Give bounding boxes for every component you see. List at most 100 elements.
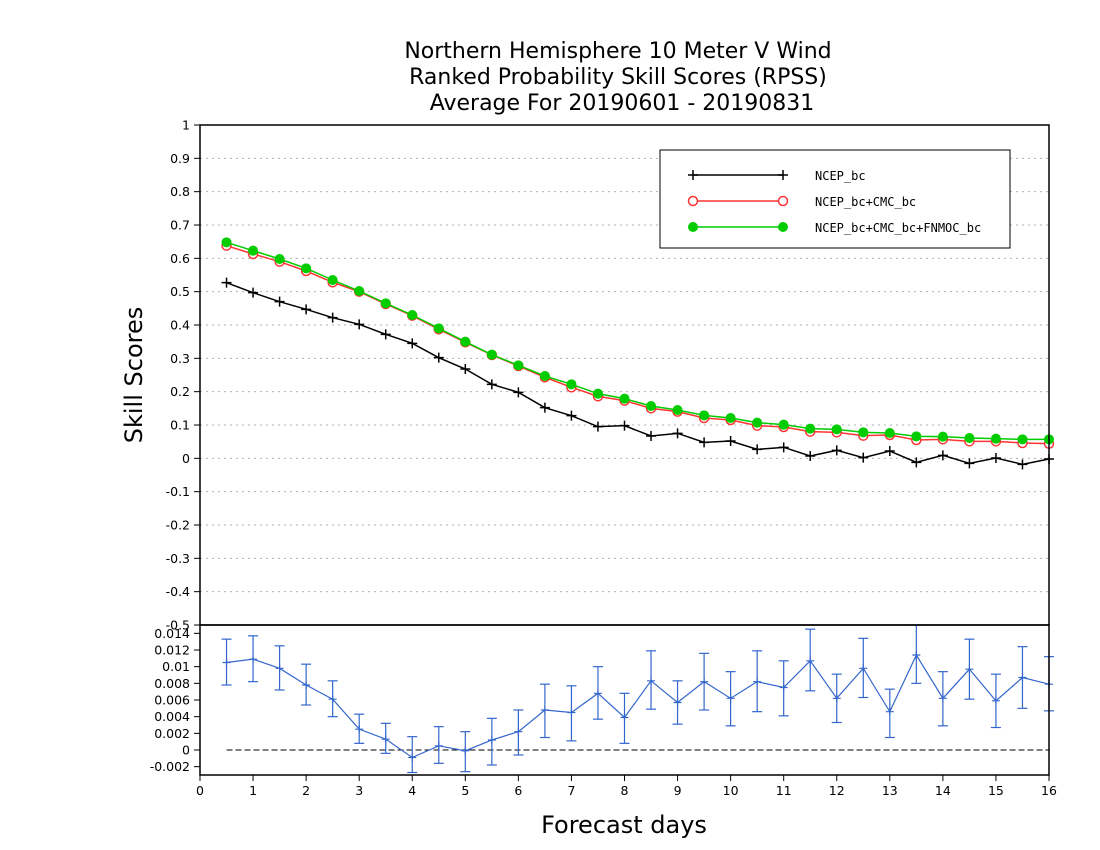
x-tick-label: 1 [249, 783, 257, 798]
legend-entry-ncep-cmc: NCEP_bc+CMC_bc [687, 195, 916, 209]
data-point-filled-circle [646, 401, 657, 411]
difference-point [249, 655, 258, 664]
data-point-filled-circle [248, 245, 259, 256]
lower-y-tick-label: 0 [182, 743, 190, 758]
data-point-plus [990, 453, 1001, 463]
data-point-filled-circle [460, 336, 471, 347]
x-tick-label: 6 [514, 783, 522, 798]
legend-label-ncep-cmc: NCEP_bc+CMC_bc [815, 195, 916, 209]
data-point-plus [248, 287, 259, 298]
difference-point [806, 656, 815, 665]
y-tick-label: 0.2 [170, 384, 190, 399]
lower-y-tick-label: -0.002 [150, 759, 190, 774]
data-point-plus [460, 364, 471, 374]
lower-y-tick-label: 0.014 [154, 626, 190, 641]
data-point-plus [911, 457, 922, 468]
difference-point [302, 681, 311, 689]
x-tick-label: 0 [196, 783, 204, 798]
data-point-plus [539, 402, 550, 413]
data-point-plus [937, 450, 948, 461]
difference-point [355, 725, 364, 734]
difference-point [461, 746, 470, 755]
data-point-filled-circle [592, 388, 603, 399]
data-point-filled-circle [937, 431, 948, 442]
y-tick-label: -0.2 [166, 518, 190, 533]
legend-marker-plus [688, 170, 788, 180]
difference-point [700, 677, 709, 686]
series-line-1 [226, 244, 1050, 445]
data-point-plus [380, 329, 391, 340]
legend-entry-ncep: NCEP_bc [688, 169, 866, 183]
data-point-plus [274, 296, 285, 307]
difference-point [487, 736, 496, 744]
data-point-plus [778, 442, 789, 453]
data-point-filled-circle [858, 427, 869, 438]
data-point-plus [513, 387, 524, 398]
data-point-filled-circle [1017, 434, 1028, 445]
x-tick-label: 5 [461, 783, 469, 798]
data-point-plus [354, 319, 365, 330]
y-tick-label: 0.8 [170, 184, 190, 199]
skill-score-panel: 1 0.9 0.8 0.7 0.6 0.5 0.4 0.3 0.2 0.1 0 -0.1 -0.2 -0.… [166, 118, 1055, 633]
data-point-filled-circle [699, 410, 710, 421]
y-tick-label: 0.5 [170, 284, 190, 299]
data-point-filled-circle [274, 254, 285, 264]
difference-point [753, 677, 762, 686]
legend-entry-ncep-cmc-fnmoc: NCEP_bc+CMC_bc+FNMOC_bc [688, 221, 981, 235]
data-point-plus [486, 379, 497, 390]
difference-point [328, 695, 337, 704]
difference-point [593, 689, 602, 698]
data-point-plus [884, 446, 895, 456]
data-point-filled-circle [752, 417, 763, 428]
legend-marker-open-circle [687, 195, 699, 207]
legend-marker-filled-circle [778, 222, 788, 232]
difference-point [779, 683, 788, 692]
difference-line [226, 653, 1050, 759]
y-tick-label: -0.5 [166, 618, 190, 633]
chart-title-line-3: Average For 20190601 - 20190831 [430, 91, 815, 116]
legend-marker-open-circle [777, 195, 789, 207]
x-tick-label: 10 [723, 783, 739, 798]
data-point-filled-circle [778, 419, 789, 430]
chart-title-line-1: Northern Hemisphere 10 Meter V Wind [404, 39, 831, 64]
upper-y-ticks: 1 0.9 0.8 0.7 0.6 0.5 0.4 0.3 0.2 0.1 0 -0.1 -0.2 -0.… [166, 118, 200, 633]
x-tick-label: 11 [776, 783, 792, 798]
data-point-plus [433, 352, 444, 363]
legend-label-ncep: NCEP_bc [815, 169, 866, 183]
data-point-plus [831, 445, 842, 456]
data-point-plus [672, 428, 683, 439]
data-point-filled-circle [805, 423, 816, 434]
data-point-plus [1017, 459, 1028, 470]
x-tick-label: 8 [621, 783, 629, 798]
data-point-filled-circle [884, 428, 895, 438]
data-point-plus [619, 420, 630, 431]
chart-title-line-2: Ranked Probability Skill Scores (RPSS) [409, 65, 827, 90]
data-point-filled-circle [513, 360, 524, 371]
data-point-plus [858, 452, 869, 463]
y-tick-label: 0.4 [170, 318, 190, 333]
series-line-0 [226, 281, 1050, 466]
lower-y-tick-label: 0.006 [154, 693, 190, 708]
data-point-filled-circle [672, 405, 683, 415]
x-tick-label: 14 [935, 783, 951, 798]
data-point-filled-circle [486, 349, 497, 360]
y-tick-label: 1 [182, 118, 190, 133]
data-point-filled-circle [433, 323, 444, 334]
lower-y-tick-label: 0.004 [154, 709, 190, 724]
difference-point [222, 658, 231, 667]
difference-point [965, 665, 974, 674]
y-tick-label: 0.9 [170, 151, 190, 166]
legend: NCEP_bc NCEP_bc+CMC_bc NCEP_bc+CMC_bc+FN… [659, 149, 1011, 249]
difference-point [381, 735, 390, 744]
difference-panel: 0.0140.0120.010.0080.0060.0040.0020-0.00… [150, 624, 1057, 798]
difference-point [991, 696, 1000, 705]
data-point-plus [699, 437, 710, 448]
x-ticks: 0 1 2 3 4 5 6 7 8 9 10 11 12 13 14 15 16 [196, 775, 1057, 798]
data-point-plus [592, 421, 603, 432]
data-point-plus [646, 431, 657, 441]
data-point-plus [327, 312, 338, 323]
legend-box [659, 149, 1011, 249]
difference-point [434, 741, 443, 750]
